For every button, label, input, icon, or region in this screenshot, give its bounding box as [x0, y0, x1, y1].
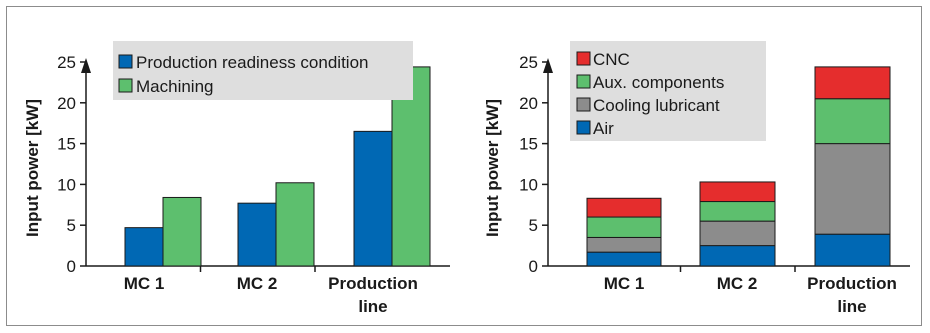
chart2-y-axis-arrow	[543, 58, 553, 73]
chart2-legend-label-3: Air	[593, 119, 614, 138]
chart1-ytick-label-5: 5	[67, 216, 76, 235]
chart1-legend-swatch-1	[118, 78, 133, 93]
chart1-bar-0-series-0	[124, 227, 164, 267]
chart2-bar-0-seg-2	[586, 216, 662, 238]
chart2-legend-label-1: Aux. components	[593, 73, 724, 92]
chart2-bar-1-seg-1	[699, 220, 776, 247]
chart1-legend-label-0: Production readiness condition	[136, 53, 368, 72]
chart2-bar-0-seg-1	[586, 236, 662, 253]
chart2-bar-2-seg-1	[814, 143, 891, 235]
chart1-bar-2-series-0	[353, 130, 393, 267]
chart2-category-label-1-0: MC 2	[717, 274, 758, 293]
chart1-y-axis-label: Input power [kW]	[23, 99, 42, 237]
chart2-bar-1-seg-0	[699, 245, 776, 267]
chart1-bar-2-series-1	[391, 66, 431, 267]
chart1-y-axis-arrow	[81, 58, 91, 73]
chart2-ytick-label-20: 20	[519, 94, 538, 113]
chart1-ytick-label-15: 15	[57, 135, 76, 154]
chart2-ytick-label-25: 25	[519, 53, 538, 72]
chart2-legend-swatch-1	[576, 74, 591, 89]
chart1-ytick-label-25: 25	[57, 53, 76, 72]
chart2-legend-swatch-0	[576, 51, 591, 66]
chart1-ytick-label-0: 0	[67, 257, 76, 276]
chart1-legend-box	[113, 41, 413, 100]
chart1-bar-1-series-0	[237, 202, 277, 267]
chart2-ytick-label-10: 10	[519, 175, 538, 194]
chart1-category-label-2-1: line	[358, 297, 387, 316]
chart2-category-label-0-0: MC 1	[604, 274, 645, 293]
chart2-legend-box	[570, 41, 766, 141]
chart2-bar-1-seg-3	[699, 181, 776, 203]
chart2-legend-swatch-2	[576, 97, 591, 112]
chart1-category-label-1-0: MC 2	[237, 274, 278, 293]
chart2-category-label-2-1: line	[837, 297, 866, 316]
chart1-category-label-2-0: Production	[328, 274, 418, 293]
chart2-bar-0-seg-0	[586, 251, 662, 267]
chart2-bar-0-seg-3	[586, 197, 662, 218]
chart2-bar-2-seg-2	[814, 98, 891, 145]
chart2-ytick-label-5: 5	[529, 216, 538, 235]
chart2-ytick-label-0: 0	[529, 257, 538, 276]
chart2-legend-label-2: Cooling lubricant	[593, 96, 720, 115]
chart1-legend-swatch-0	[118, 54, 133, 69]
chart2-y-axis-label: Input power [kW]	[483, 99, 502, 237]
chart1-category-label-0-0: MC 1	[124, 274, 165, 293]
chart2-ytick-label-15: 15	[519, 135, 538, 154]
chart2-category-label-2-0: Production	[807, 274, 897, 293]
chart2-legend-label-0: CNC	[593, 50, 630, 69]
chart2-bar-1-seg-2	[699, 201, 776, 222]
chart1-ytick-label-20: 20	[57, 94, 76, 113]
chart2-bar-2-seg-0	[814, 233, 891, 267]
chart1-legend-label-1: Machining	[136, 77, 214, 96]
chart1-bar-0-series-1	[162, 196, 202, 267]
chart1-bar-1-series-1	[275, 182, 315, 267]
chart2-legend-swatch-3	[576, 120, 591, 135]
chart1-ytick-label-10: 10	[57, 175, 76, 194]
chart2-bar-2-seg-3	[814, 66, 891, 100]
